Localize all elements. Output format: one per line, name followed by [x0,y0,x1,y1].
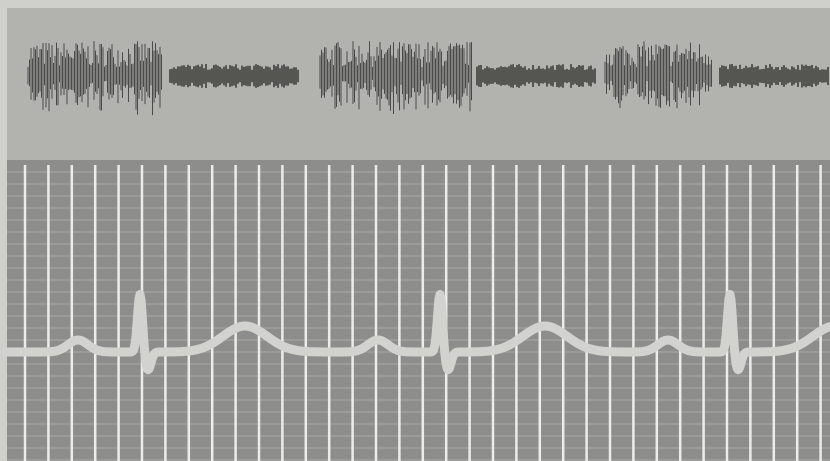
page: (() => { const NS = 'http://www.w3.org/2… [0,0,830,461]
recording-photo [0,0,830,461]
ecg-panel [7,160,830,461]
